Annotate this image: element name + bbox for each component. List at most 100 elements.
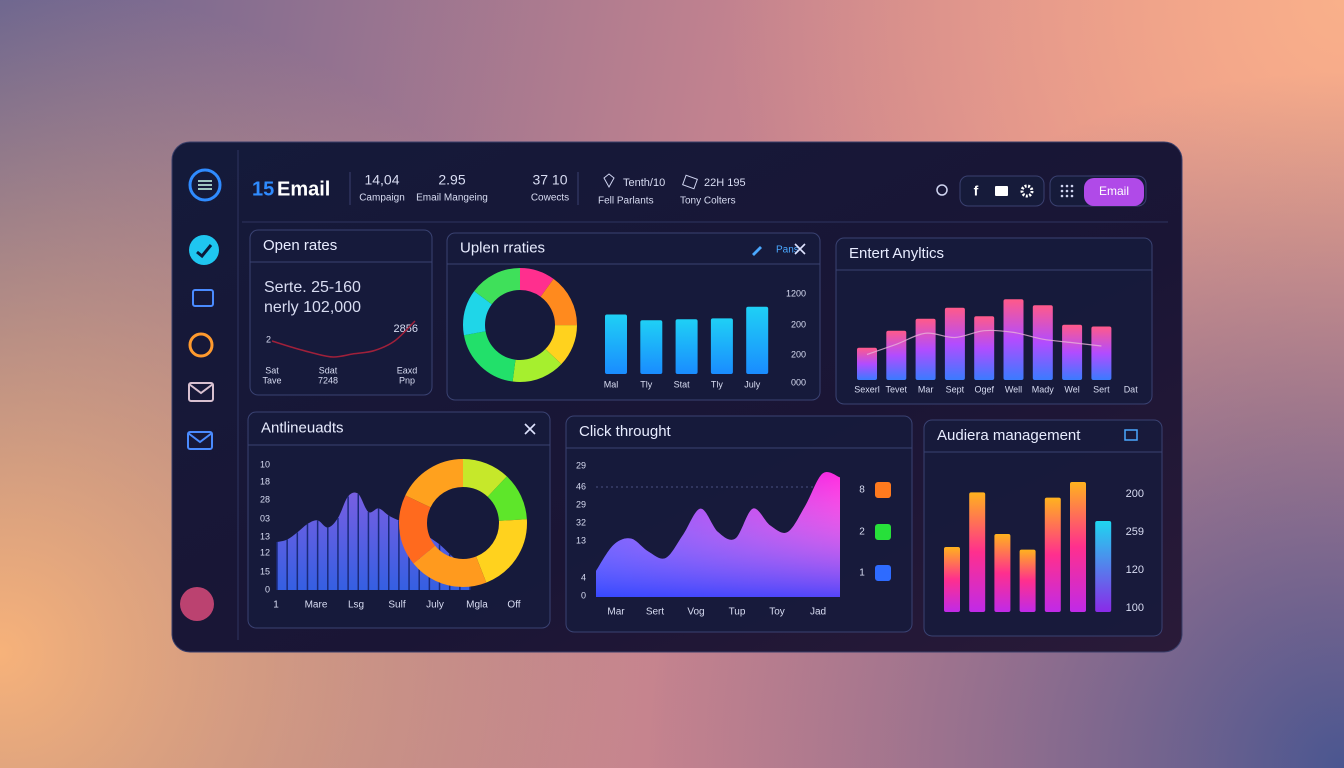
- x-label: Mgla: [466, 600, 488, 611]
- legend-label: 2: [859, 527, 865, 538]
- x-label: Toy: [769, 607, 785, 618]
- y-label: 100: [1126, 602, 1144, 614]
- stat-value: 14,04: [364, 172, 399, 188]
- x-label: Sert: [646, 607, 665, 618]
- email-button[interactable]: [1084, 178, 1144, 206]
- bar: [675, 319, 698, 374]
- bar: [1032, 305, 1053, 380]
- panel-title: Click throught: [579, 423, 672, 440]
- y-label: 200: [1126, 488, 1144, 500]
- bar: [1091, 326, 1112, 380]
- grid-icon[interactable]: [1060, 184, 1074, 198]
- x-label: Stat: [674, 379, 691, 389]
- y-label: 120: [1126, 564, 1144, 576]
- x-label: Sert: [1093, 384, 1110, 394]
- close-icon[interactable]: [524, 423, 536, 435]
- bar: [1044, 497, 1061, 612]
- bar: [944, 307, 965, 380]
- bar: [1062, 324, 1083, 380]
- bar: [640, 320, 663, 374]
- x-label: Sexerl: [854, 384, 880, 394]
- logo-text: Email: [277, 178, 330, 200]
- metric: nerly 102,000: [264, 299, 361, 316]
- note: 2856: [394, 323, 418, 335]
- search-icon[interactable]: [936, 184, 948, 196]
- nav-user[interactable]: [180, 587, 214, 621]
- x-label: Dat: [1124, 384, 1139, 394]
- x-label: Eaxd: [397, 365, 418, 375]
- bar: [1070, 482, 1086, 612]
- panel-title: Uplen rraties: [460, 239, 545, 256]
- y-label: 200: [791, 349, 806, 359]
- nav-mail[interactable]: [188, 382, 214, 402]
- y-label: 28: [260, 494, 270, 504]
- bar: [710, 318, 733, 374]
- x-label: Mal: [604, 379, 619, 389]
- x-label: July: [426, 600, 444, 611]
- x-label: Sulf: [388, 600, 405, 611]
- stat-value: 22H 195: [704, 177, 746, 189]
- bar: [886, 330, 907, 380]
- mail-icon[interactable]: [995, 186, 1008, 196]
- y-label: 32: [576, 517, 586, 527]
- y-label: 259: [1126, 526, 1144, 538]
- legend-swatch: [875, 524, 891, 540]
- x-label: Sept: [946, 384, 965, 394]
- x-label: Wel: [1064, 384, 1079, 394]
- x-label: Tly: [711, 379, 723, 389]
- stat-label: Tony Colters: [680, 196, 736, 207]
- x-label: Tave: [262, 375, 281, 385]
- button-label[interactable]: Email: [1099, 184, 1129, 198]
- bar: [944, 547, 960, 612]
- close-icon[interactable]: [794, 243, 806, 255]
- x-label: 1: [273, 600, 279, 611]
- y-label: 000: [791, 377, 806, 387]
- legend-swatch: [875, 482, 891, 498]
- bar: [746, 306, 769, 374]
- legend-label: 8: [859, 485, 865, 496]
- bar: [994, 534, 1011, 612]
- panel-title: Open rates: [263, 237, 337, 254]
- settings-icon[interactable]: [1020, 184, 1034, 198]
- x-label: Pnp: [399, 375, 415, 385]
- bar: [605, 314, 627, 374]
- x-label: Mar: [918, 384, 934, 394]
- y-label: 1200: [786, 288, 806, 298]
- x-label: Well: [1005, 384, 1022, 394]
- y-label: 03: [260, 513, 270, 523]
- x-label: Sdat: [319, 365, 338, 375]
- nav-globe[interactable]: [188, 332, 214, 358]
- facebook-icon[interactable]: f: [974, 183, 979, 199]
- edit-icon[interactable]: [752, 246, 762, 256]
- x-label: Sat: [265, 365, 279, 375]
- donut-segment: [399, 459, 527, 587]
- x-label: Mare: [305, 600, 328, 611]
- y-label: 200: [791, 319, 806, 329]
- x-label: Vog: [687, 607, 704, 618]
- stat-value: 2.95: [438, 172, 465, 188]
- menu-icon: [198, 180, 212, 190]
- x-label: Tup: [729, 607, 746, 618]
- stat-value: Tenth/10: [623, 177, 665, 189]
- donut-segment: [399, 459, 527, 587]
- bar: [1095, 521, 1112, 612]
- stat-label: Fell Parlants: [598, 196, 654, 207]
- link[interactable]: Pans: [776, 245, 799, 256]
- check-icon: [196, 244, 213, 259]
- area-shade: [596, 471, 840, 597]
- x-label: Mar: [607, 607, 625, 618]
- y-label: 18: [260, 476, 270, 486]
- stat-icon: [682, 174, 698, 190]
- panel-icon[interactable]: [1124, 429, 1138, 441]
- bar: [969, 492, 986, 612]
- x-label: Jad: [810, 607, 826, 618]
- donut-segment: [463, 268, 577, 382]
- metric: Serte. 25-160: [264, 279, 361, 296]
- logo-number: 15: [252, 178, 274, 200]
- panel-title: Audiera management: [937, 427, 1081, 444]
- y-label: 13: [576, 535, 586, 545]
- nav-upload[interactable]: [192, 289, 214, 307]
- nav-inbox[interactable]: [187, 431, 213, 450]
- nav-home[interactable]: [189, 235, 219, 265]
